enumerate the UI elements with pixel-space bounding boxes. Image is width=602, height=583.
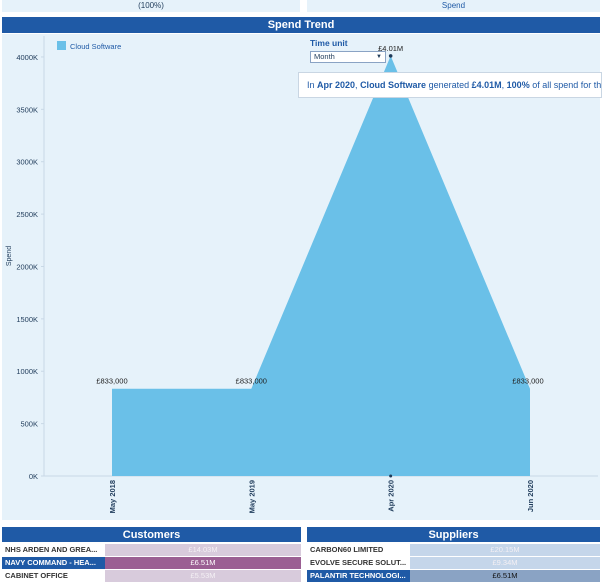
tooltip-text: Apr 2020 [317,80,356,90]
tooltip-text: of all spend for the [529,80,602,90]
y-axis-label: Spend [6,246,13,266]
row-bar: £20.15M [410,544,600,556]
row-bar: £6.51M [410,570,600,582]
row-bar: £5.53M [105,570,301,582]
x-tick-label: Jun 2020 [526,480,535,512]
time-unit-select[interactable]: Month ▼ [310,51,386,63]
tooltip-text: , [355,80,361,90]
value-label: £833,000 [96,377,127,386]
tooltip-text: In [307,80,318,90]
row-name: EVOLVE SECURE SOLUT... [307,557,410,569]
y-tick-label: 1500K [16,315,38,324]
tooltip-text: 100% [506,80,530,90]
tooltip: In Apr 2020, Cloud Software generated £4… [298,72,602,98]
row-bar: £6.51M [105,557,301,569]
time-unit-label: Time unit [310,38,348,48]
row-name: PALANTIR TECHNOLOGI... [307,570,410,582]
row-name: NHS ARDEN AND GREA... [2,544,105,556]
x-tick-label: May 2018 [108,480,117,513]
peak-marker [388,54,393,58]
summary-left: (100%) [2,0,300,12]
value-label: £833,000 [236,377,267,386]
chart: 0K 500K 1000K 1500K 2000K 2500K 3000K 3500K 4000… [6,36,598,513]
axis-marker [389,474,393,478]
suppliers-table: CARBON60 LIMITED £20.15M EVOLVE SECURE SOL… [307,544,600,583]
y-tick-label: 2500K [16,210,38,219]
legend-swatch [57,41,66,50]
row-bar: £14.03M [105,544,301,556]
tooltip-text: £4.01M [471,80,502,90]
value-label: £833,000 [512,377,543,386]
legend-label: Cloud Software [70,42,121,51]
time-unit-value: Month [314,52,335,61]
y-tick-label: 4000K [16,53,38,62]
tooltip-text: generated [426,80,472,90]
chart-title: Spend Trend [2,17,600,33]
row-name: NAVY COMMAND - HEA... [2,557,105,569]
suppliers-title: Suppliers [307,527,600,542]
y-tick-label: 3000K [16,158,38,167]
area [112,55,530,477]
y-tick-label: 500K [20,420,38,429]
y-tick-label: 1000K [16,367,38,376]
y-tick-label: 3500K [16,105,38,114]
summary-right: Spend [307,0,600,12]
table-row: EVOLVE SECURE SOLUT... £9.34M [307,557,600,569]
row-name: CABINET OFFICE [2,570,105,582]
customers-title: Customers [2,527,301,542]
table-row: CARBON60 LIMITED £20.15M [307,544,600,556]
table-row: NAVY COMMAND - HEA... £6.51M [2,557,301,569]
x-tick-label: May 2019 [247,480,256,513]
y-tick-label: 0K [29,472,38,481]
customers-table: NHS ARDEN AND GREA... £14.03M NAVY COMMAND… [2,544,301,583]
row-name: CARBON60 LIMITED [307,544,410,556]
row-bar: £9.34M [410,557,600,569]
table-row: PALANTIR TECHNOLOGI... £6.51M [307,570,600,582]
table-row: NHS ARDEN AND GREA... £14.03M [2,544,301,556]
y-tick-label: 2000K [16,262,38,271]
dropdown-arrow: ▼ [376,54,382,60]
tooltip-text: , [501,80,507,90]
tooltip-text: Cloud Software [360,80,427,90]
table-row: CABINET OFFICE £5.53M [2,570,301,582]
x-tick-label: Apr 2020 [387,480,396,512]
value-label: £4.01M [378,44,403,53]
